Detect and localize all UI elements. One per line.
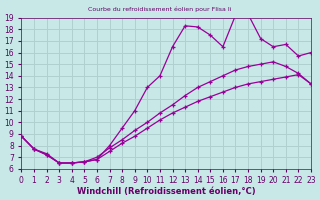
X-axis label: Windchill (Refroidissement éolien,°C): Windchill (Refroidissement éolien,°C) (77, 187, 256, 196)
Text: Courbe du refroidissement éolien pour Flisa Ii: Courbe du refroidissement éolien pour Fl… (88, 6, 232, 11)
